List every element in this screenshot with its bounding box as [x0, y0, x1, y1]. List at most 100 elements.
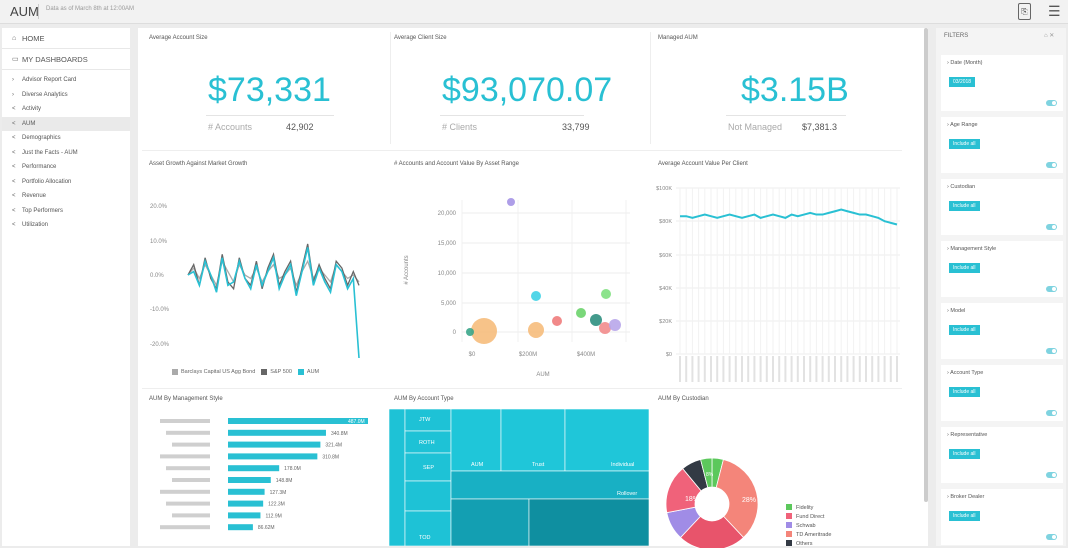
filter-include-button[interactable]: Include all: [949, 511, 980, 521]
bar[interactable]: [228, 418, 368, 424]
bar[interactable]: [228, 512, 261, 519]
filter-label[interactable]: › Broker Dealer: [947, 494, 985, 500]
filter-toggle[interactable]: [1046, 534, 1057, 540]
bubble-point[interactable]: [528, 322, 544, 338]
bubble-point[interactable]: [599, 322, 611, 334]
treemap-cell-rollover[interactable]: [450, 470, 649, 500]
treemap-cell[interactable]: [450, 498, 530, 546]
x-tick-label: $400M: [577, 352, 595, 358]
filter-toggle[interactable]: [1046, 348, 1057, 354]
bar-category-label: [172, 442, 210, 447]
sidebar-item[interactable]: › Advisor Report Card: [2, 73, 130, 88]
filter-label[interactable]: › Account Type: [947, 370, 984, 376]
filter-toggle[interactable]: [1046, 224, 1057, 230]
sidebar-item[interactable]: < Demographics: [2, 131, 130, 146]
bar-value-label: 127.3M: [270, 490, 287, 496]
filter-label[interactable]: › Custodian: [947, 184, 976, 190]
filter-label-text: Age Range: [950, 122, 978, 128]
filter-toggle[interactable]: [1046, 162, 1057, 168]
bar[interactable]: [228, 453, 318, 460]
filter-include-button[interactable]: Include all: [949, 201, 980, 211]
filter-toggle[interactable]: [1046, 472, 1057, 478]
treemap-cell-aum[interactable]: [450, 409, 502, 472]
filter-toggle[interactable]: [1046, 410, 1057, 416]
bubble-point[interactable]: [601, 289, 611, 299]
x-tick-label: [896, 356, 898, 382]
filter-panel-controls-icon[interactable]: ⌂ ✕: [1044, 33, 1055, 39]
treemap-cell-roth2[interactable]: [404, 480, 452, 512]
sidebar-item[interactable]: < Top Performers: [2, 204, 130, 219]
filter-card: › Custodian Include all: [941, 179, 1063, 235]
bar[interactable]: [228, 488, 265, 495]
treemap-cell[interactable]: [389, 409, 406, 546]
donut-slice[interactable]: [715, 458, 759, 539]
x-tick-label: [883, 356, 886, 382]
y-tick-label: $20K: [659, 319, 672, 325]
export-icon[interactable]: ⎘: [1018, 3, 1031, 20]
bar[interactable]: [228, 500, 264, 507]
bar[interactable]: [228, 441, 321, 448]
sidebar-item[interactable]: › Diverse Analytics: [2, 88, 130, 103]
bubble-point[interactable]: [609, 319, 621, 331]
filter-toggle[interactable]: [1046, 286, 1057, 292]
bar[interactable]: [228, 465, 280, 472]
chart-title-asset-growth: Asset Growth Against Market Growth: [149, 161, 248, 167]
bar-category-label: [160, 454, 210, 459]
bubble-point[interactable]: [590, 314, 602, 326]
x-tick-label: [691, 356, 694, 382]
sidebar-home[interactable]: ⌂ HOME: [2, 28, 130, 49]
treemap-cell-sep[interactable]: [404, 452, 452, 482]
filter-label-text: Date (Month): [950, 60, 983, 66]
filter-label[interactable]: › Management Style: [947, 246, 997, 252]
sidebar-item[interactable]: < Performance: [2, 160, 130, 175]
filter-label[interactable]: › Model: [947, 308, 966, 314]
kpi-sub-accounts: 42,902: [286, 122, 314, 132]
filter-include-button[interactable]: Include all: [949, 325, 980, 335]
x-tick-label: [871, 356, 874, 382]
sidebar-item[interactable]: < Revenue: [2, 189, 130, 204]
sidebar-item[interactable]: < AUM: [2, 116, 130, 131]
sidebar-item[interactable]: < Activity: [2, 102, 130, 117]
sidebar-item[interactable]: < Utilization: [2, 218, 130, 233]
bubble-point[interactable]: [552, 316, 562, 326]
bubble-point[interactable]: [576, 308, 586, 318]
donut-slice[interactable]: [700, 457, 713, 489]
dashboard-icon: ▭: [12, 56, 19, 63]
share-icon: <: [12, 207, 16, 214]
x-tick-label: [759, 356, 762, 382]
filter-include-button[interactable]: Include all: [949, 263, 980, 273]
filter-label[interactable]: › Representative: [947, 432, 988, 438]
menu-icon[interactable]: ☰: [1048, 3, 1061, 19]
bubble-point[interactable]: [471, 318, 497, 344]
kpi-underline: [440, 115, 584, 116]
chart-title-custodian: AUM By Custodian: [658, 396, 709, 402]
treemap-cell-trust[interactable]: [500, 409, 566, 472]
donut-slice[interactable]: [679, 515, 745, 548]
bubble-point[interactable]: [531, 291, 541, 301]
main-scrollbar[interactable]: [924, 28, 928, 502]
sidebar-item[interactable]: < Portfolio Allocation: [2, 175, 130, 190]
bar[interactable]: [228, 524, 253, 531]
filter-include-button[interactable]: 03/2018: [949, 77, 976, 87]
x-tick-label: [858, 356, 861, 382]
bar[interactable]: [228, 429, 326, 436]
filter-include-button[interactable]: Include all: [949, 139, 980, 149]
share-icon: <: [12, 120, 16, 127]
filter-toggle[interactable]: [1046, 100, 1057, 106]
filter-label[interactable]: › Age Range: [947, 122, 978, 128]
bar-value-label: 148.8M: [276, 478, 293, 484]
treemap-cell-tod[interactable]: [404, 510, 452, 546]
filter-label[interactable]: › Date (Month): [947, 60, 983, 66]
bar[interactable]: [228, 477, 271, 483]
bubble-point[interactable]: [466, 328, 474, 336]
filter-include-button[interactable]: Include all: [949, 387, 980, 397]
treemap-cell-individual[interactable]: [564, 409, 649, 472]
share-icon: <: [12, 193, 16, 200]
sidebar-my-dashboards[interactable]: ▭ MY DASHBOARDS: [2, 49, 130, 70]
treemap-cell[interactable]: [528, 498, 649, 546]
x-tick-label: [784, 356, 787, 382]
filter-include-button[interactable]: Include all: [949, 449, 980, 459]
bubble-point[interactable]: [507, 198, 515, 206]
sidebar-item[interactable]: < Just the Facts - AUM: [2, 146, 130, 161]
asset-growth-chart: 20.0% 10.0% 0.0% -10.0% -20.0%: [150, 204, 360, 359]
